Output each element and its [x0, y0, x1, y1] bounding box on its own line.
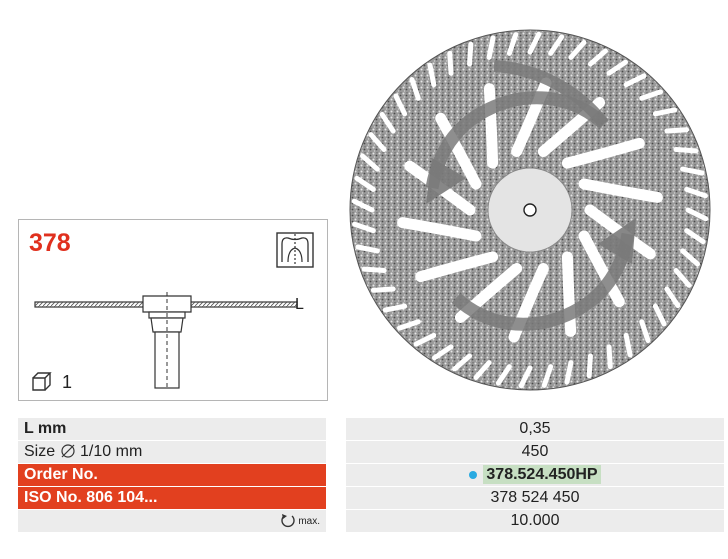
- inner-slot: [397, 217, 482, 242]
- disc-side-diagram: [34, 292, 298, 389]
- spec-value: 450: [346, 441, 724, 464]
- spec-row-order: Order No. 378.524.450HP: [18, 464, 724, 487]
- rpm-sub-label: max.: [298, 515, 320, 527]
- rim-slot: [447, 50, 454, 76]
- inner-slot: [508, 262, 549, 343]
- diamond-disc-image: [336, 8, 724, 396]
- spec-row-length: L mm 0,35: [18, 418, 724, 441]
- rim-slot: [684, 228, 706, 245]
- rim-slot: [541, 364, 554, 388]
- rim-slot: [467, 41, 474, 67]
- rim-slot: [427, 62, 437, 88]
- diamond-disc-illustration: [349, 29, 711, 391]
- rim-slot: [527, 31, 542, 55]
- rim-slot: [379, 111, 396, 134]
- rim-slot: [606, 59, 629, 76]
- rim-slot: [673, 267, 692, 288]
- rim-slot: [652, 303, 667, 327]
- rim-slot: [664, 127, 690, 134]
- rim-slot: [673, 147, 699, 154]
- spec-label: L mm: [18, 418, 326, 441]
- spec-row-rpm: max. 10.000: [18, 510, 724, 533]
- rim-slot: [639, 89, 664, 101]
- rim-slot: [495, 364, 512, 386]
- rim-slot: [352, 221, 376, 234]
- spec-value: 378 524 450: [346, 487, 724, 510]
- rim-slot: [652, 107, 678, 117]
- rim-slot: [396, 319, 421, 331]
- order-number-cell: 378.524.450HP: [346, 464, 724, 487]
- rim-slot: [623, 73, 647, 88]
- inner-slot: [561, 251, 577, 337]
- rim-slot: [586, 353, 593, 379]
- rim-slot: [664, 286, 681, 309]
- spec-value: 10.000: [346, 510, 724, 533]
- diameter-icon: [60, 444, 75, 458]
- inner-slot: [435, 112, 482, 190]
- rim-slot: [413, 332, 437, 347]
- order-number[interactable]: 378.524.450HP: [483, 465, 601, 484]
- rim-slot: [361, 266, 387, 273]
- rim-slot: [680, 166, 705, 176]
- rim-slot: [368, 132, 387, 153]
- rim-slot: [452, 353, 473, 372]
- rim-slot: [393, 93, 408, 117]
- rim-slot: [606, 344, 613, 370]
- size-unit: 1/10 mm: [80, 443, 143, 460]
- rotation-icon: [281, 514, 295, 528]
- rim-slot: [587, 48, 608, 67]
- pack-quantity: 1: [62, 372, 73, 392]
- spec-table: L mm 0,35 Size 1/10 mm 450 Order No. 378…: [18, 418, 724, 533]
- rim-slot: [506, 32, 519, 56]
- rim-slot: [684, 186, 708, 199]
- spec-value: 0,35: [346, 418, 724, 441]
- size-label: Size: [24, 443, 56, 460]
- spec-label: ISO No. 806 104...: [18, 487, 326, 510]
- inner-slot: [511, 77, 552, 158]
- rim-slot: [639, 319, 651, 344]
- spec-label: Order No.: [18, 464, 326, 487]
- tooth-profile-icon: [276, 232, 314, 268]
- rim-slot: [685, 207, 709, 222]
- rim-slot: [473, 360, 492, 381]
- inner-slot: [415, 251, 499, 283]
- rim-slot: [623, 332, 633, 358]
- rim-slot: [409, 76, 421, 101]
- product-card: 378 L 1: [18, 219, 328, 401]
- spec-label-size: Size 1/10 mm: [18, 441, 326, 464]
- inner-slot: [561, 137, 645, 169]
- rim-slot: [564, 360, 574, 385]
- package-icon: [32, 372, 52, 391]
- rim-slot: [351, 198, 375, 213]
- spec-row-iso: ISO No. 806 104... 378 524 450: [18, 487, 724, 510]
- rim-slot: [680, 248, 701, 267]
- rim-slot: [518, 365, 533, 389]
- rim-slot: [486, 35, 496, 60]
- inner-slot: [483, 83, 499, 169]
- rim-slot: [354, 175, 376, 192]
- profile-label: L: [295, 296, 304, 313]
- rim-slot: [548, 34, 565, 56]
- rim-slot: [568, 39, 587, 60]
- spec-row-size: Size 1/10 mm 450: [18, 441, 724, 464]
- rim-slot: [382, 303, 408, 313]
- rim-slot: [431, 344, 454, 361]
- spec-label-rpm: max.: [18, 510, 326, 533]
- product-number: 378: [29, 229, 71, 257]
- rim-slot: [359, 153, 380, 172]
- inner-slot: [578, 178, 663, 203]
- rim-slot: [370, 286, 396, 293]
- availability-dot-icon: [469, 470, 478, 479]
- inner-slot: [578, 230, 625, 308]
- rim-slot: [355, 244, 380, 254]
